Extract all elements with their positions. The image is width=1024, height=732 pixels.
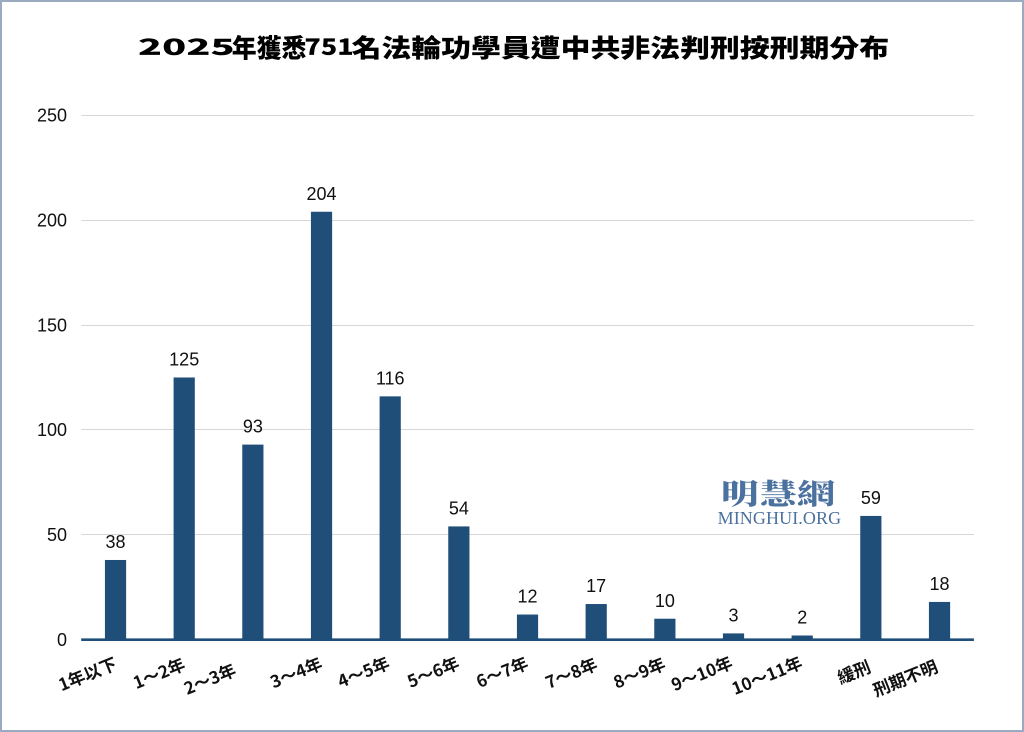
- svg-text:10: 10: [655, 591, 675, 611]
- svg-text:38: 38: [105, 532, 125, 552]
- svg-text:100: 100: [37, 420, 67, 440]
- svg-text:59: 59: [861, 488, 881, 508]
- svg-text:50: 50: [47, 525, 67, 545]
- svg-text:204: 204: [306, 184, 336, 204]
- svg-text:200: 200: [37, 210, 67, 230]
- svg-text:150: 150: [37, 315, 67, 335]
- svg-text:125: 125: [169, 350, 199, 370]
- svg-text:0: 0: [57, 630, 67, 650]
- svg-text:93: 93: [243, 417, 263, 437]
- svg-text:54: 54: [449, 499, 469, 519]
- svg-text:2: 2: [797, 608, 807, 628]
- svg-text:250: 250: [37, 106, 67, 126]
- svg-text:17: 17: [586, 576, 606, 596]
- svg-text:MINGHUI.ORG: MINGHUI.ORG: [718, 508, 842, 528]
- svg-text:12: 12: [517, 587, 537, 607]
- svg-text:18: 18: [929, 574, 949, 594]
- svg-text:3: 3: [728, 606, 738, 626]
- svg-text:116: 116: [376, 369, 405, 389]
